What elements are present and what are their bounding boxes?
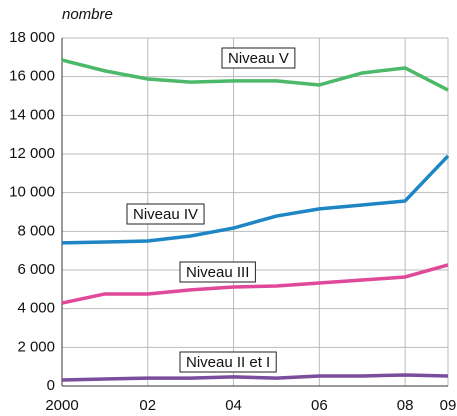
y-tick-label: 2 000 xyxy=(17,338,55,355)
y-tick-label: 10 000 xyxy=(9,184,55,201)
legend-box xyxy=(179,261,256,283)
legend-box xyxy=(221,47,296,69)
y-tick-label: 8 000 xyxy=(17,222,55,239)
series-line xyxy=(61,58,449,92)
x-tick-label: 02 xyxy=(139,397,156,414)
legend-label: Niveau IV xyxy=(133,206,198,223)
x-tick-label: 08 xyxy=(397,397,414,414)
x-tick-label: 09 xyxy=(440,397,457,414)
legend-label: Niveau III xyxy=(186,264,249,281)
legend-label: Niveau II et I xyxy=(186,354,270,371)
y-tick-label: 0 xyxy=(47,377,55,394)
y-axis-label: nombre xyxy=(62,6,113,23)
legend-label: Niveau V xyxy=(228,50,289,67)
y-tick-label: 6 000 xyxy=(17,261,55,278)
y-tick-label: 12 000 xyxy=(9,145,55,162)
y-tick-label: 18 000 xyxy=(9,29,55,46)
x-tick-label: 2000 xyxy=(45,397,78,414)
y-tick-label: 4 000 xyxy=(17,300,55,317)
series-line xyxy=(61,154,450,245)
series-line xyxy=(61,373,449,382)
y-tick-label: 16 000 xyxy=(9,68,55,85)
y-tick-label: 14 000 xyxy=(9,106,55,123)
legend-box xyxy=(126,203,205,225)
series-line xyxy=(61,263,449,305)
legend-box xyxy=(179,351,277,373)
x-tick-label: 04 xyxy=(225,397,242,414)
x-tick-label: 06 xyxy=(311,397,328,414)
